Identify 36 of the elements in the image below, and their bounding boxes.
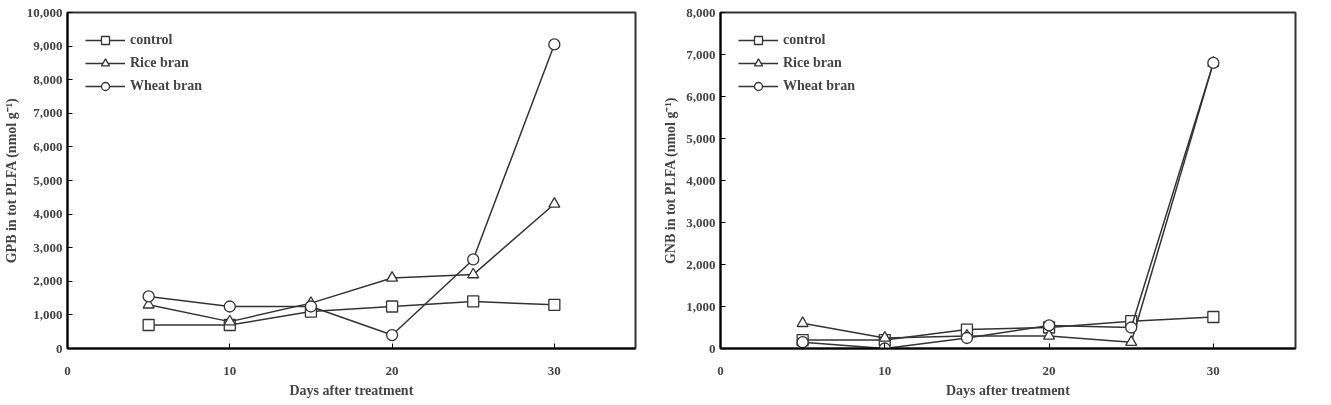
legend-label: Wheat bran (783, 78, 855, 94)
y-axis-title: GPB in tot PLFA (nmol g⁻¹) (3, 98, 20, 264)
y-tick-label: 4,000 (686, 172, 716, 188)
y-tick-label: 0 (56, 340, 63, 356)
y-tick-label: 6,000 (33, 138, 63, 154)
y-tick-label: 8,000 (686, 4, 716, 20)
legend-label: control (130, 32, 173, 48)
x-tick-label: 30 (547, 362, 561, 378)
x-axis-title: Days after treatment (945, 382, 1071, 398)
y-tick-label: 3,000 (686, 214, 716, 230)
y-tick-label: 0 (709, 340, 716, 356)
y-tick-label: 3,000 (33, 239, 63, 255)
y-tick-label: 4,000 (33, 206, 63, 222)
y-tick-label: 1,000 (686, 298, 716, 314)
y-tick-label: 5,000 (33, 172, 63, 188)
y-tick-label: 2,000 (33, 273, 63, 289)
y-tick-label: 7,000 (686, 46, 716, 62)
x-tick-label: 10 (223, 362, 237, 378)
x-axis-title: Days after treatment (289, 382, 414, 398)
y-tick-label: 8,000 (33, 71, 63, 87)
y-tick-label: 6,000 (686, 88, 716, 104)
legend-label: Rice bran (783, 55, 842, 71)
legend-label: Wheat bran (130, 78, 202, 94)
y-tick-label: 1,000 (33, 306, 63, 322)
y-tick-label: 2,000 (686, 256, 716, 272)
x-tick-label: 10 (878, 362, 892, 378)
x-tick-label: 30 (1206, 362, 1220, 378)
y-tick-label: 5,000 (686, 130, 716, 146)
legend-label: Rice bran (130, 55, 189, 71)
x-tick-label: 20 (1042, 362, 1056, 378)
y-tick-label: 9,000 (33, 38, 63, 54)
y-axis-title: GNB in tot PLFA (nmol g⁻¹) (663, 97, 680, 265)
x-tick-label: 20 (385, 362, 399, 378)
y-tick-label: 10,000 (26, 4, 63, 20)
legend-label: control (783, 32, 826, 48)
y-tick-label: 7,000 (33, 105, 63, 121)
